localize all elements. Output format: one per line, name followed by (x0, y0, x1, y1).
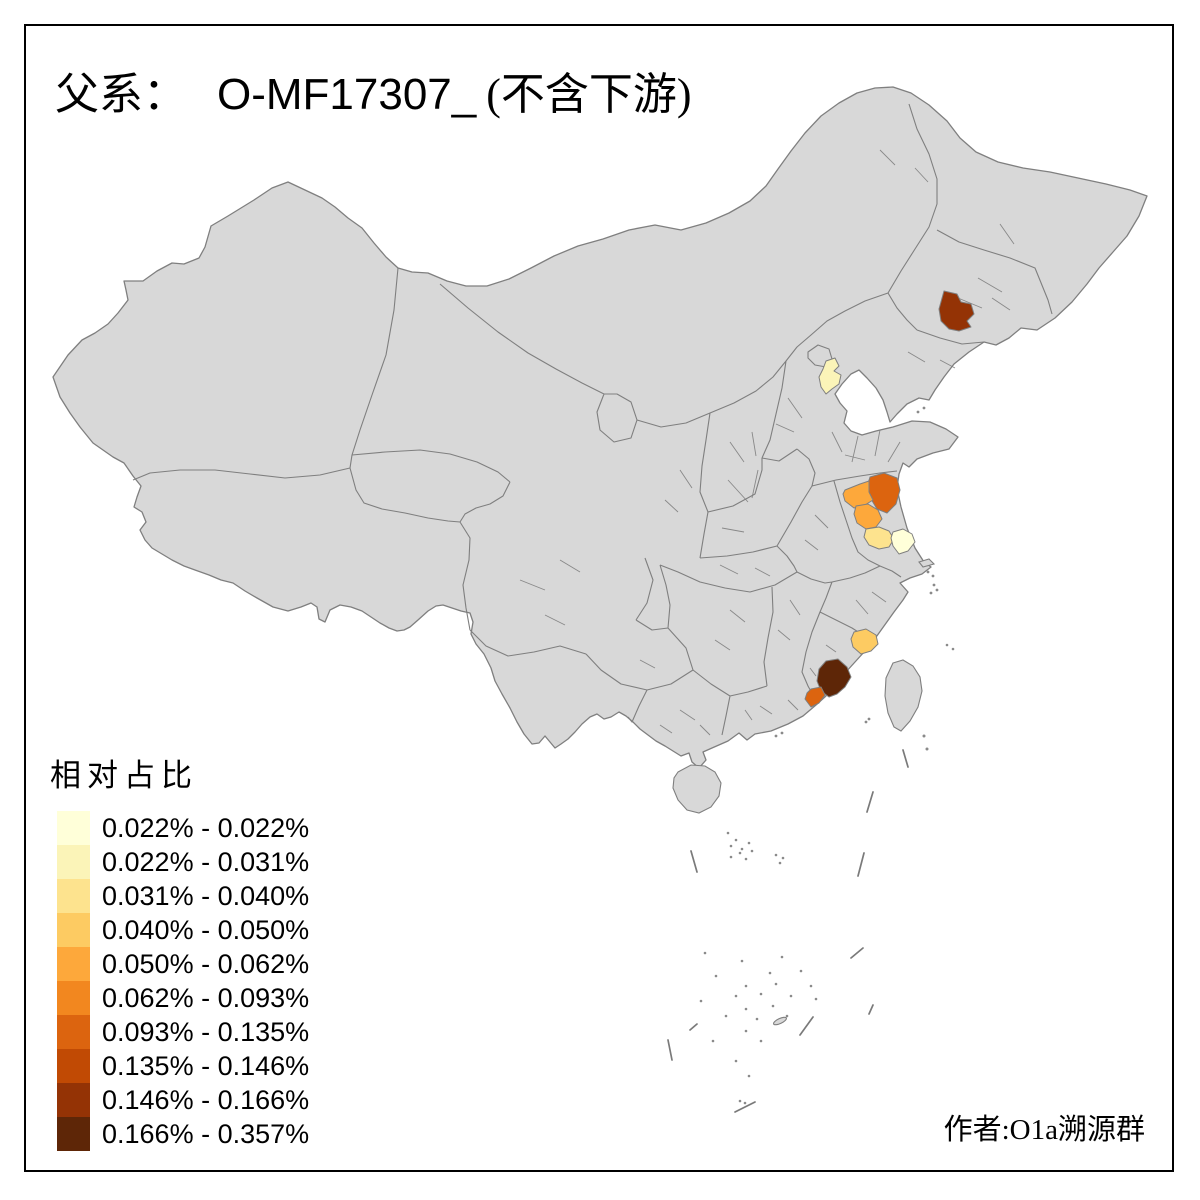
prefecture-borders (519, 149, 1015, 736)
highlight-jiangsu-west (842, 480, 874, 509)
legend-item: 0.031% - 0.040% (57, 879, 309, 913)
highlight-fujian-north (850, 628, 879, 655)
islands (672, 558, 936, 1026)
legend-swatch (57, 947, 90, 981)
legend-item: 0.135% - 0.146% (57, 1049, 309, 1083)
highlight-jiangsu-coast (890, 528, 916, 555)
legend-item: 0.022% - 0.022% (57, 811, 309, 845)
taiwan-island (884, 659, 923, 732)
title-haplogroup: O-MF17307_ (217, 70, 477, 119)
legend-label: 0.031% - 0.040% (102, 880, 310, 911)
map-title: 父系： O-MF17307_ (不含下游) (55, 58, 692, 122)
highlight-jiangsu-south (863, 526, 895, 550)
legend-label: 0.022% - 0.022% (102, 812, 310, 843)
hainan-island (672, 764, 722, 814)
legend-label: 0.040% - 0.050% (102, 914, 310, 945)
legend-label: 0.166% - 0.357% (102, 1118, 310, 1149)
legend-item: 0.040% - 0.050% (57, 913, 309, 947)
legend-item: 0.166% - 0.357% (57, 1117, 309, 1151)
legend-label: 0.050% - 0.062% (102, 948, 310, 979)
spratly-main-island (773, 1016, 787, 1026)
highlight-regions (804, 290, 975, 708)
highlight-northeast (938, 290, 975, 332)
highlight-fujian-dark (816, 658, 852, 698)
province-borders (132, 103, 1053, 736)
highlight-tianjin (818, 357, 842, 395)
legend-swatch (57, 1083, 90, 1117)
legend-swatch (57, 879, 90, 913)
legend-rows: 0.022% - 0.022% 0.022% - 0.031% 0.031% -… (57, 811, 309, 1151)
highlight-fujian-southwest (804, 686, 826, 708)
legend-item: 0.062% - 0.093% (57, 981, 309, 1015)
legend-swatch (57, 1015, 90, 1049)
legend-title: 相对占比 (50, 758, 198, 793)
legend-swatch (57, 913, 90, 947)
legend-label: 0.062% - 0.093% (102, 982, 310, 1013)
legend-item: 0.022% - 0.031% (57, 845, 309, 879)
chongming-island (918, 558, 936, 568)
legend-item: 0.093% - 0.135% (57, 1015, 309, 1049)
legend-swatch (57, 1049, 90, 1083)
legend: 相对占比 0.022% - 0.022% 0.022% - 0.031% 0.0… (50, 750, 309, 1151)
legend-label: 0.146% - 0.166% (102, 1084, 310, 1115)
legend-swatch (57, 1117, 90, 1151)
legend-swatch (57, 811, 90, 845)
legend-item: 0.050% - 0.062% (57, 947, 309, 981)
legend-swatch (57, 845, 90, 879)
legend-swatch (57, 981, 90, 1015)
legend-item: 0.146% - 0.166% (57, 1083, 309, 1117)
title-suffix: (不含下游) (486, 70, 692, 119)
legend-label: 0.022% - 0.031% (102, 846, 310, 877)
island-dots (699, 406, 955, 1105)
title-family-label: 父系： (55, 70, 187, 119)
author-credit: 作者:O1a溯源群 (943, 1114, 1145, 1146)
nine-dash-line (667, 749, 909, 1113)
legend-label: 0.135% - 0.146% (102, 1050, 310, 1081)
legend-label: 0.093% - 0.135% (102, 1016, 310, 1047)
